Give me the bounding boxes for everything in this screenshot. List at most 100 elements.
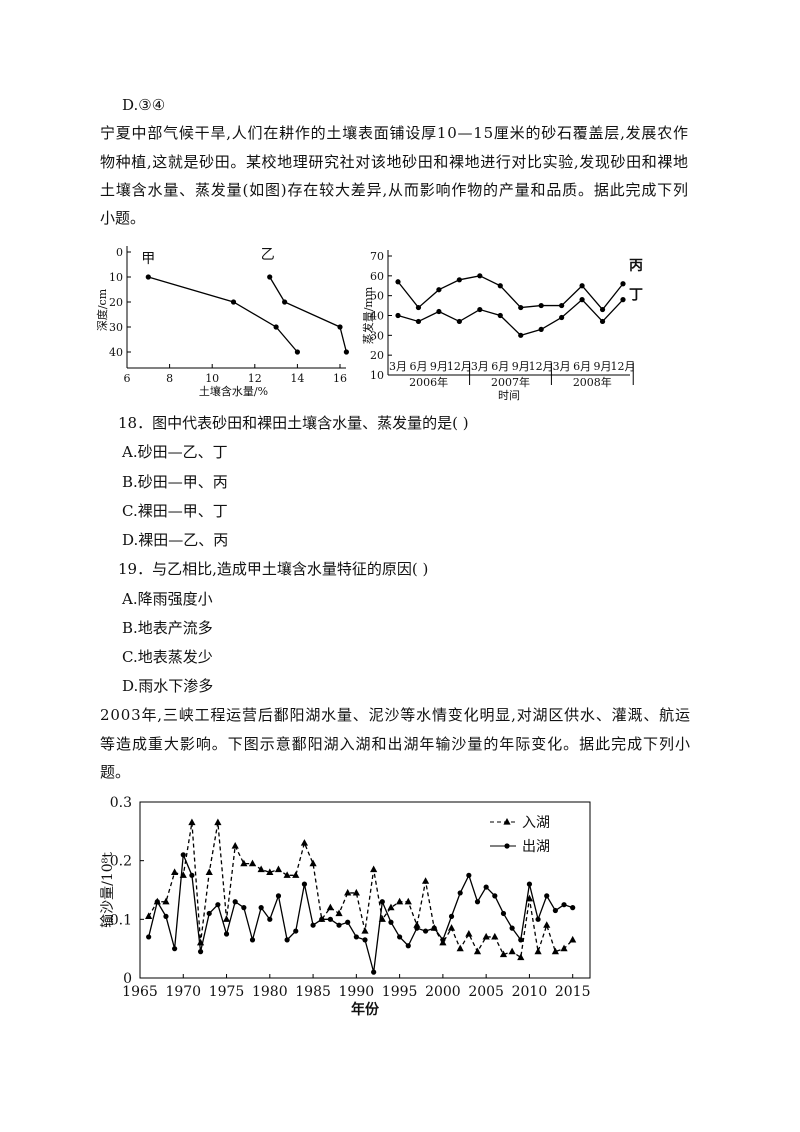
x-tick-label: 10: [205, 372, 219, 385]
point: [163, 913, 169, 920]
point: [283, 871, 291, 878]
year-label: 2007年: [491, 375, 530, 389]
point: [415, 318, 422, 325]
x-tick-label: 1995: [382, 984, 418, 1000]
point: [552, 907, 558, 914]
point: [436, 308, 442, 315]
point: [240, 859, 248, 867]
point: [579, 283, 585, 289]
point: [599, 306, 606, 313]
point: [477, 306, 483, 313]
option: A.砂田—乙、丁: [121, 443, 228, 461]
point: [371, 969, 377, 975]
plot-frame: [139, 801, 591, 979]
point: [145, 274, 151, 280]
point: [436, 287, 442, 293]
point: [387, 903, 395, 911]
point: [477, 273, 483, 279]
point: [231, 842, 239, 849]
x-tick-label: 3月: [471, 360, 489, 373]
y-tick-label: 0: [123, 971, 132, 987]
point: [361, 927, 369, 934]
point: [230, 299, 237, 305]
legend-marker: [504, 843, 510, 849]
point: [293, 928, 299, 934]
point: [440, 937, 446, 943]
point: [456, 944, 464, 952]
point: [559, 314, 565, 321]
option: D.裸田—乙、丙: [122, 531, 228, 549]
y-axis-label: 输沙量/10⁸t: [100, 852, 116, 928]
x-tick-label: 3月: [553, 360, 571, 373]
point: [257, 865, 265, 873]
question-stem: 19．与乙相比,造成甲土壤含水量特征的原因( ): [118, 560, 428, 578]
point: [431, 925, 437, 931]
y-tick-label: 10: [370, 369, 384, 382]
point: [456, 318, 462, 325]
x-tick-label: 9月: [430, 360, 448, 373]
point: [561, 902, 567, 908]
y-tick-label: 30: [109, 321, 123, 334]
point: [497, 312, 503, 319]
point: [483, 884, 489, 890]
point: [343, 349, 349, 355]
point: [232, 899, 238, 905]
x-tick-label: 6: [124, 372, 131, 385]
passage-line: 小题。: [100, 209, 145, 227]
point: [620, 297, 626, 303]
point: [538, 302, 544, 309]
question-stem: 18．图中代表砂田和裸田土壤含水量、蒸发量的是( ): [118, 414, 469, 432]
point: [197, 949, 204, 955]
point: [448, 913, 455, 920]
passage-line: 物种植,这就是砂田。某校地理研究社对该地砂田和裸地进行对比实验,发现砂田和裸地: [100, 153, 688, 171]
legend-label: 出湖: [522, 839, 550, 855]
series-line: [397, 298, 624, 337]
series-line: [148, 822, 574, 959]
point: [517, 953, 525, 961]
point: [497, 283, 503, 289]
point: [267, 916, 273, 922]
series-label: 乙: [261, 247, 275, 263]
point: [267, 274, 273, 280]
point: [421, 877, 430, 884]
point: [345, 919, 351, 925]
point: [180, 852, 186, 858]
passage-line: 题。: [100, 763, 130, 781]
point: [222, 915, 231, 922]
point: [309, 859, 317, 867]
point: [214, 818, 222, 826]
point: [188, 818, 196, 826]
point: [300, 839, 309, 846]
point: [205, 868, 213, 875]
point: [162, 897, 170, 905]
point: [466, 872, 472, 878]
legend-label: 入湖: [522, 815, 550, 831]
point: [534, 947, 542, 955]
point: [456, 277, 462, 283]
point: [189, 872, 195, 878]
point: [258, 905, 264, 911]
point: [336, 922, 342, 928]
series-line: [269, 276, 348, 353]
passage-line: 土壤含水量、蒸发量(如图)存在较大差异,从而影响作物的产量和品质。据此完成下列: [100, 181, 688, 199]
x-tick-label: 12月: [447, 360, 472, 373]
y-tick-label: 10: [109, 271, 123, 284]
y-tick-label: 0.2: [110, 854, 132, 870]
point: [457, 890, 463, 896]
point: [223, 931, 230, 937]
point: [310, 922, 316, 928]
x-tick-label: 6月: [573, 360, 591, 373]
point: [171, 868, 179, 875]
point: [518, 937, 524, 943]
x-tick-label: 1980: [252, 984, 288, 1000]
point: [335, 909, 343, 917]
point: [447, 924, 456, 931]
x-tick-label: 1970: [165, 984, 201, 1000]
point: [396, 897, 404, 905]
point: [499, 950, 508, 958]
point: [284, 937, 290, 943]
point: [551, 947, 559, 955]
y-tick-label: 0.3: [110, 795, 132, 811]
point: [172, 946, 178, 952]
